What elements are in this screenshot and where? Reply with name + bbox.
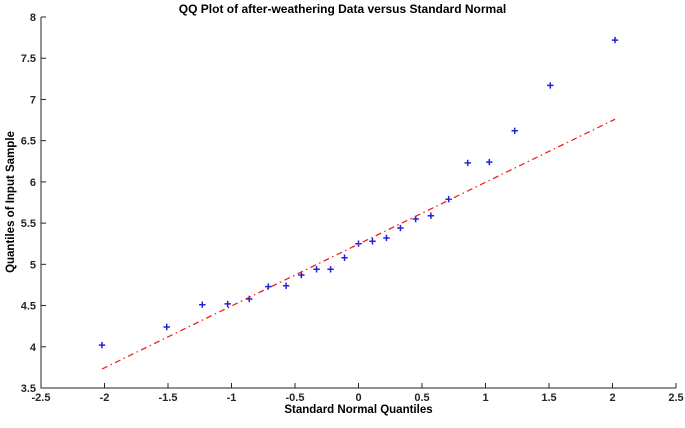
data-point-marker <box>611 36 619 44</box>
data-point-marker <box>163 323 170 331</box>
data-point-marker <box>341 254 348 261</box>
y-tick-label: 4 <box>30 342 37 354</box>
y-tick-label: 6.5 <box>21 136 36 148</box>
data-point-marker <box>486 158 493 166</box>
y-tick-label: 3.5 <box>21 383 36 395</box>
x-tick-label: 2.5 <box>668 392 683 404</box>
axis-lines <box>40 17 676 389</box>
x-tick-label: -1.5 <box>159 392 178 404</box>
y-tick-label: 8 <box>30 12 36 24</box>
x-tick-label: -2 <box>100 392 110 404</box>
data-point-marker <box>427 212 435 219</box>
y-tick-label: 7.5 <box>21 53 36 65</box>
x-axis-label: Standard Normal Quantiles <box>284 404 433 416</box>
data-point-marker <box>369 238 376 245</box>
x-tick-label: -2.5 <box>32 392 51 404</box>
data-point-marker <box>265 283 272 290</box>
y-tick-label: 5 <box>30 259 36 271</box>
data-point-marker <box>98 341 106 349</box>
data-point-marker <box>464 159 471 167</box>
data-point-marker <box>397 224 404 232</box>
data-point-marker <box>511 127 518 134</box>
data-point-marker <box>383 234 390 242</box>
x-tick-label: 0.5 <box>414 392 429 404</box>
chart-title: QQ Plot of after-weathering Data versus … <box>178 2 507 16</box>
data-point-marker <box>445 196 452 203</box>
x-tick-label: 0 <box>355 392 361 404</box>
data-point-marker <box>327 266 334 273</box>
data-point-marker <box>224 300 231 308</box>
data-point-marker <box>199 301 206 308</box>
x-tick-label: -1 <box>227 392 237 404</box>
data-point-marker <box>313 266 320 273</box>
y-tick-label: 7 <box>30 94 36 106</box>
data-point-marker <box>298 271 305 279</box>
data-point-marker <box>547 82 554 89</box>
y-tick-label: 5.5 <box>21 218 36 230</box>
x-tick-label: 2 <box>609 392 615 404</box>
x-tick-label: 1 <box>482 392 488 404</box>
reference-line <box>101 118 616 370</box>
x-tick-label: 1.5 <box>541 392 556 404</box>
x-tick-label: -0.5 <box>286 392 305 404</box>
y-tick-label: 4.5 <box>21 301 36 313</box>
y-tick-label: 6 <box>30 177 36 189</box>
data-point-marker <box>282 282 290 289</box>
